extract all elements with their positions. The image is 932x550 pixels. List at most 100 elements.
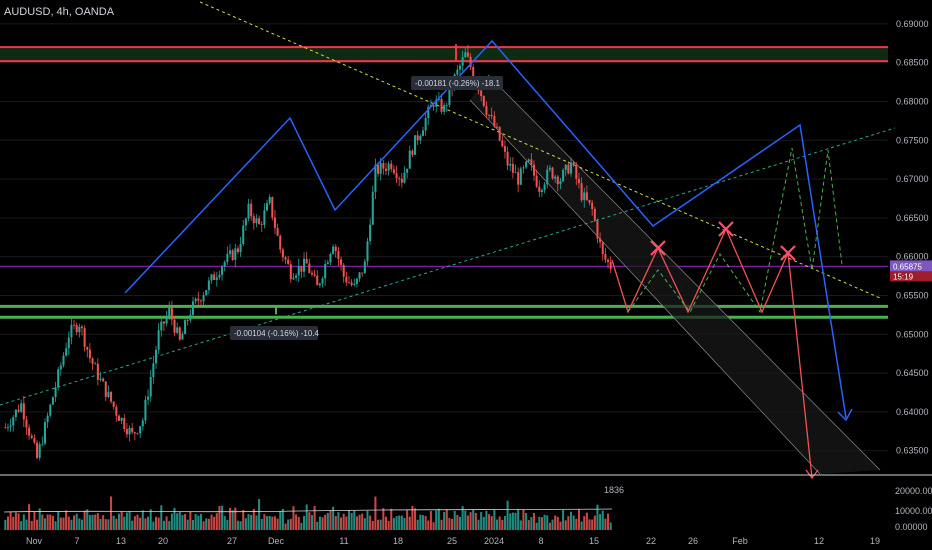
time-tick-label: 20 [158,536,168,546]
volume-bar [276,518,279,530]
candle [392,169,395,174]
candle [152,363,155,378]
volume-bar [398,515,401,530]
volume-bar [102,515,105,530]
volume-bar [366,510,369,530]
candle [125,429,128,435]
volume-bar [78,518,81,530]
candle [88,349,91,359]
ascending-trendline [0,127,896,406]
volume-bar [501,519,504,530]
volume-bar [281,508,284,530]
volume-bar [131,520,134,530]
candle [538,186,541,192]
volume-bar [149,509,152,530]
candle [96,363,99,380]
candle [173,319,176,333]
volume-bar [458,516,462,530]
candle [263,210,266,225]
channel-lower [469,99,821,475]
candle [316,275,319,286]
price-tick-label: 0.66000 [896,252,929,262]
candle [43,422,46,444]
candle [591,202,594,210]
volume-bar [411,505,414,530]
candle [38,444,41,458]
volume-bar [273,516,276,530]
candle [165,316,168,324]
volume-bar [334,516,337,530]
red-projection [611,227,813,479]
volume-bar [49,514,52,530]
volume-bar [371,521,374,530]
candle [271,196,274,218]
volume-bar [353,510,356,530]
candle [445,104,448,106]
candle [414,135,417,155]
volume-bar [310,515,313,530]
price-tick-label: 0.66500 [896,213,929,223]
candle [570,162,573,174]
candle [443,105,446,112]
volume-bar [424,515,427,530]
candle [303,258,306,272]
volume-bar [152,521,155,530]
candle [178,327,181,340]
candle [228,250,232,254]
volume-bar [147,516,150,530]
candle [99,378,102,380]
volume-bar [244,518,247,530]
candle [395,173,398,179]
candle [218,274,221,278]
candle [120,417,123,421]
candle [80,326,84,329]
volume-bar [432,522,435,530]
candle [540,189,543,192]
volume-bar [247,514,250,530]
volume-bar [316,521,319,530]
candle [567,164,570,174]
candle [28,427,31,436]
candle [321,278,324,284]
candle [289,264,292,280]
time-tick-label: Nov [26,536,43,546]
candle [202,295,205,302]
candle [527,159,530,162]
time-tick-label: 18 [393,536,403,546]
candle [326,262,329,265]
volume-tick-label: 10000.00000 [895,506,932,516]
volume-bar [464,510,467,530]
candle [104,381,107,398]
volume-bar [570,511,573,530]
candle [340,259,343,265]
volume-bar [112,515,115,530]
volume-bar [495,519,499,530]
volume-bar [445,509,448,530]
volume-bar [284,523,287,530]
price-tick-label: 0.65500 [896,291,929,301]
zigzag-arrowhead [837,408,853,422]
volume-bar [466,515,469,530]
candle [115,406,118,416]
candle [488,114,491,116]
candle [221,266,224,275]
candle [189,314,192,321]
candle [273,217,276,228]
candle [157,330,160,350]
candle [83,328,86,348]
volume-bar [117,513,121,530]
volume-bar [503,515,506,530]
candle [258,218,261,225]
candle [226,253,229,262]
volume-bar [297,516,300,530]
x-mark [780,245,796,261]
candle [242,225,245,244]
volume-bar [540,517,543,530]
volume-bar [144,518,147,530]
volume-bar [25,519,28,530]
candle [231,250,234,260]
volume-bar [125,512,128,530]
candle [551,167,554,179]
volume-bar [363,518,366,530]
